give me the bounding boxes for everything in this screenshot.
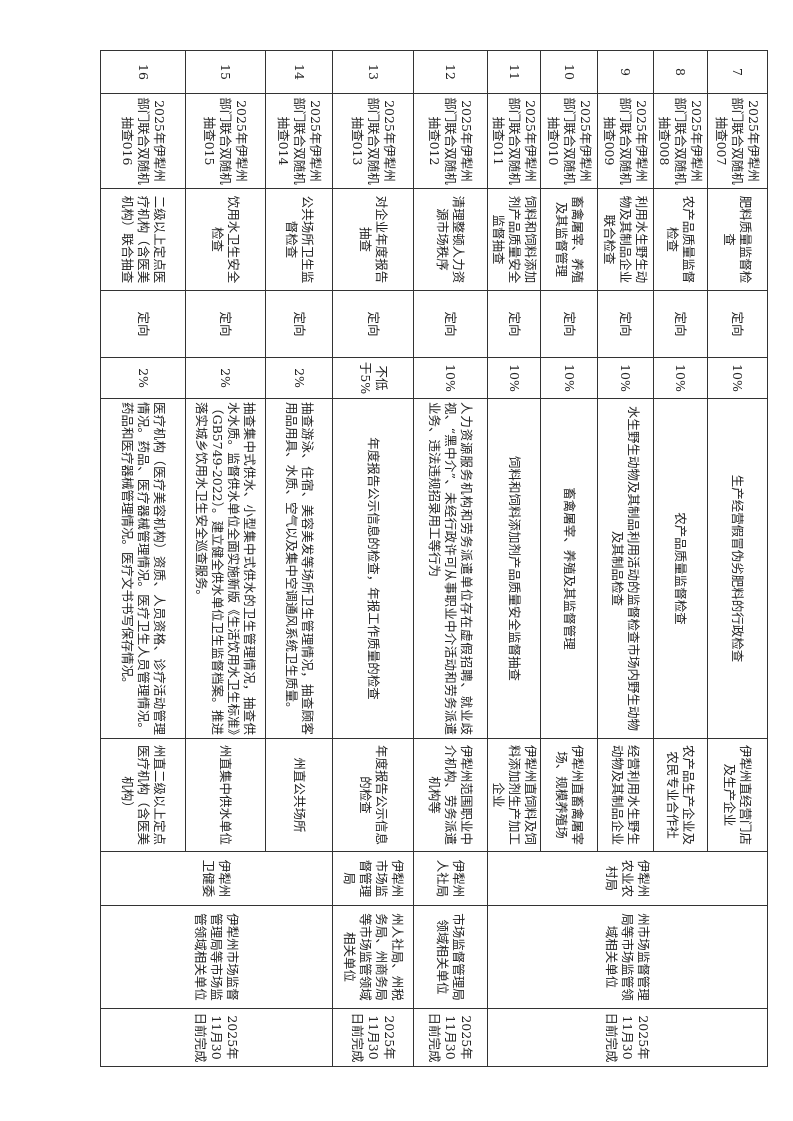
inspection-content: 饲料和饲料添加剂产品质量安全监督抽查 <box>487 398 541 739</box>
inspection-method: 定向 <box>653 290 708 358</box>
row-number: 13 <box>332 50 414 94</box>
inspection-method: 定向 <box>540 290 598 358</box>
sampling-ratio: 10% <box>707 357 768 399</box>
inspection-item: 饲料和饲料添加剂产品质量安全监督抽查 <box>487 188 541 291</box>
inspection-method: 定向 <box>597 290 654 358</box>
inspection-item: 肥料质量监督检查 <box>707 188 768 291</box>
task-name: 2025年伊犁州部门联合双随机抽查015 <box>185 93 266 189</box>
inspection-object: 伊犁州直经营门店及生产企业 <box>707 738 768 852</box>
table-row: 14 2025年伊犁州部门联合双随机抽查014 公共场所卫生监督检查 定向 2% 抽查游泳… <box>100 50 333 1067</box>
inspection-object: 经营利用水生野生动物及其制品企业 <box>597 738 654 852</box>
responsible-department: 伊犁州农业农村局 <box>487 851 768 906</box>
rotated-table-page: 7 2025年伊犁州部门联合双随机抽查007 肥料质量监督检查 定向 10% 生产经营假冒… <box>100 50 768 1067</box>
inspection-content: 水生野生动物及其制品利用活动的监督检查市场内野生动物及其制品检查 <box>597 398 654 739</box>
inspection-object: 年度报告公示信息的检查 <box>332 738 414 852</box>
row-number: 16 <box>100 50 186 94</box>
inspection-object: 州直公共场所 <box>265 738 333 852</box>
inspection-method: 定向 <box>707 290 768 358</box>
task-name: 2025年伊犁州部门联合双随机抽查010 <box>540 93 598 189</box>
inspection-item: 饮用水卫生安全检查 <box>185 188 266 291</box>
row-number: 15 <box>185 50 266 94</box>
task-name: 2025年伊犁州部门联合双随机抽查007 <box>707 93 768 189</box>
inspection-item: 农产品质量监督检查 <box>653 188 708 291</box>
inspection-object: 伊犁州直畜禽屠宰场、规模养殖场 <box>540 738 598 852</box>
inspection-content: 生产经营假冒伪劣肥料的行政检查 <box>707 398 768 739</box>
table-row: 13 2025年伊犁州部门联合双随机抽查013 对企业年度报告抽查 定向 不低于5% 年度… <box>332 50 414 1067</box>
inspection-item: 公共场所卫生监督检查 <box>265 188 333 291</box>
deadline: 2025年11月30日前完成 <box>487 1008 768 1067</box>
inspection-method: 定向 <box>487 290 541 358</box>
inspection-method: 定向 <box>332 290 414 358</box>
table-row: 7 2025年伊犁州部门联合双随机抽查007 肥料质量监督检查 定向 10% 生产经营假冒… <box>487 50 768 1067</box>
inspection-content: 人力资源服务机构和劳务派遣单位存在虚假招聘、就业歧视、“黑中介”、未经行政许可从… <box>413 398 488 739</box>
inspection-object: 州直二级以上定点医疗机构（含医美机构） <box>100 738 186 852</box>
deadline: 2025年11月30日前完成 <box>332 1008 414 1067</box>
sampling-ratio: 不低于5% <box>332 357 414 399</box>
row-number: 12 <box>413 50 488 94</box>
inspection-item: 畜禽屠宰、养殖及其监督管理 <box>540 188 598 291</box>
inspection-method: 定向 <box>185 290 266 358</box>
table-row: 12 2025年伊犁州部门联合双随机抽查012 清理整顿人力资源市场秩序 定向 10% 人… <box>413 50 488 1067</box>
cooperating-units: 伊犁州市场监督管理局等市场监管领域相关单位 <box>100 905 333 1009</box>
task-name: 2025年伊犁州部门联合双随机抽查016 <box>100 93 186 189</box>
inspection-method: 定向 <box>265 290 333 358</box>
sampling-ratio: 10% <box>597 357 654 399</box>
row-number: 11 <box>487 50 541 94</box>
inspection-table: 7 2025年伊犁州部门联合双随机抽查007 肥料质量监督检查 定向 10% 生产经营假冒… <box>100 50 768 1067</box>
row-number: 10 <box>540 50 598 94</box>
row-number: 14 <box>265 50 333 94</box>
sampling-ratio: 10% <box>413 357 488 399</box>
inspection-item: 清理整顿人力资源市场秩序 <box>413 188 488 291</box>
row-number: 7 <box>707 50 768 94</box>
cooperating-units: 市场监督管理局领域相关单位 <box>413 905 488 1009</box>
inspection-content: 抽查集中式供水、小型集中式供水的卫生管理情况，抽查供水水质。监督供水单位全面实施… <box>185 398 266 739</box>
responsible-department: 伊犁州卫健委 <box>100 851 333 906</box>
inspection-object: 伊犁州范围职业中介机构、劳务派遣机构等 <box>413 738 488 852</box>
task-name: 2025年伊犁州部门联合双随机抽查008 <box>653 93 708 189</box>
inspection-content: 抽查游泳、住宿、美容美发等场所卫生管理情况，抽查顾客用品用具、水质、空气以及集中… <box>265 398 333 739</box>
responsible-department: 伊犁州人社局 <box>413 851 488 906</box>
inspection-object: 农产品生产企业及农民专业合作社 <box>653 738 708 852</box>
responsible-department: 伊犁州市场监督管理局 <box>332 851 414 906</box>
inspection-content: 畜禽屠宰、养殖及其监督管理 <box>540 398 598 739</box>
deadline: 2025年11月30日前完成 <box>100 1008 333 1067</box>
task-name: 2025年伊犁州部门联合双随机抽查013 <box>332 93 414 189</box>
inspection-object: 伊犁州直饲料及饲料添加剂生产加工企业 <box>487 738 541 852</box>
row-number: 8 <box>653 50 708 94</box>
sampling-ratio: 2% <box>185 357 266 399</box>
task-name: 2025年伊犁州部门联合双随机抽查014 <box>265 93 333 189</box>
inspection-method: 定向 <box>413 290 488 358</box>
sampling-ratio: 2% <box>100 357 186 399</box>
inspection-content: 农产品质量监督检查 <box>653 398 708 739</box>
sampling-ratio: 10% <box>487 357 541 399</box>
sampling-ratio: 10% <box>653 357 708 399</box>
inspection-content: 医疗机构（医疗美容机构）资质、人员资格、诊疗活动管理情况。药品、医疗器械管理情况… <box>100 398 186 739</box>
cooperating-units: 州人社局、州税务局、州商务局等市场监管领域相关单位 <box>332 905 414 1009</box>
sampling-ratio: 2% <box>265 357 333 399</box>
inspection-content: 年度报告公示信息的检查，年报工作质量的检查 <box>332 398 414 739</box>
task-name: 2025年伊犁州部门联合双随机抽查012 <box>413 93 488 189</box>
inspection-method: 定向 <box>100 290 186 358</box>
task-name: 2025年伊犁州部门联合双随机抽查011 <box>487 93 541 189</box>
task-name: 2025年伊犁州部门联合双随机抽查009 <box>597 93 654 189</box>
inspection-item: 二级以上定点医疗机构（含医美机构）联合抽查 <box>100 188 186 291</box>
inspection-object: 州直集中供水单位 <box>185 738 266 852</box>
sampling-ratio: 10% <box>540 357 598 399</box>
inspection-item: 对企业年度报告抽查 <box>332 188 414 291</box>
deadline: 2025年11月30日前完成 <box>413 1008 488 1067</box>
cooperating-units: 州市场监督管理局等市场监管领域相关单位 <box>487 905 768 1009</box>
inspection-item: 利用水生野生动物及其制品企业联合检查 <box>597 188 654 291</box>
row-number: 9 <box>597 50 654 94</box>
